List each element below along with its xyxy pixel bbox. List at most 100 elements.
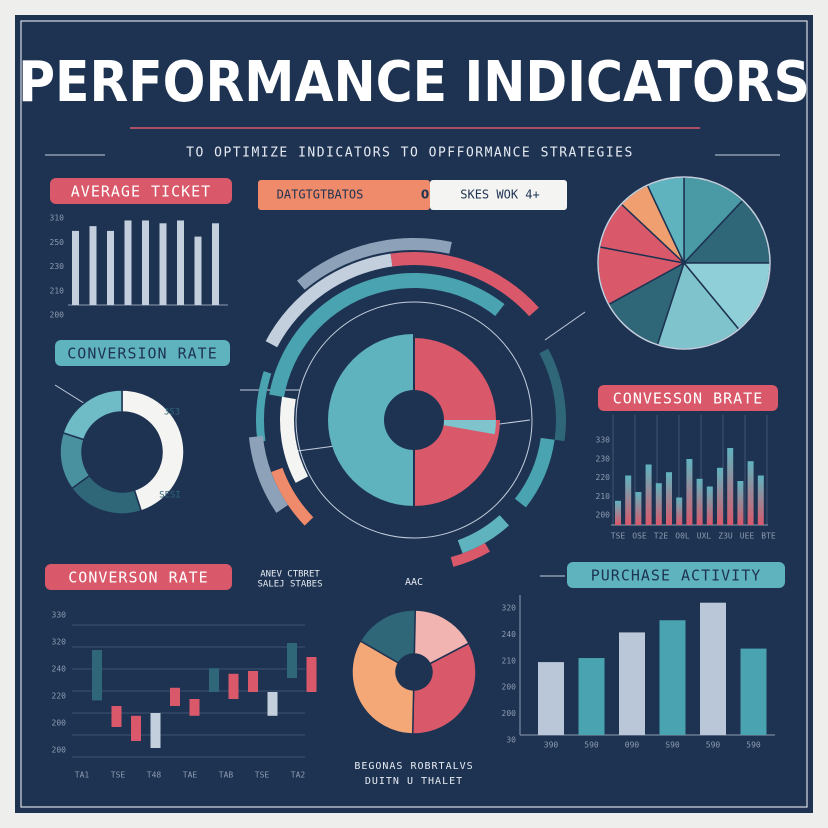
pie-ring [597,176,771,350]
bar [706,486,713,525]
bar [696,478,703,525]
x-tick-label: S90 [665,741,680,750]
bar [757,475,764,525]
bar [700,602,726,735]
label-pill [567,562,785,588]
top-bar-text: 0 [421,188,429,202]
range-bar [306,657,317,692]
bar [740,648,767,735]
bar [666,472,672,525]
range-bar [287,643,297,678]
y-tick-label: 310 [50,214,65,223]
x-tick-label: TA2 [291,771,306,780]
bar [635,492,642,525]
pie-slice [62,389,123,441]
x-tick-label: TSE [111,771,126,780]
label-pill [50,178,232,204]
label-text: AVERAGE TICKET [71,183,211,201]
range-bar [92,650,102,701]
range-bar [150,713,161,748]
bar [727,448,734,525]
x-tick-label: 090 [625,741,640,750]
bar [686,459,693,525]
range-bar [209,668,219,692]
y-tick-label: 220 [596,473,611,482]
caption: DUITN U THALET [365,776,463,787]
y-tick-label: 230 [596,454,611,463]
pie-slice [351,639,415,735]
gauge-arc [390,252,539,317]
y-tick-label: 230 [50,262,65,271]
x-tick-label: UXL [697,532,712,541]
pie-slice [121,389,185,512]
range-bar [248,671,258,692]
gauge-arc [514,437,555,508]
x-tick-label: TA1 [75,771,90,780]
note: SALEJ STABES [257,580,322,590]
x-tick-label: T2E [654,532,669,541]
x-tick-label: TSE [255,771,270,780]
bar [625,475,632,525]
y-tick-label: 30 [506,736,516,745]
caption: BEGONAS ROBRTALVS [354,761,473,772]
y-tick-label: 210 [502,656,517,665]
bar [645,464,652,525]
arrow [544,311,586,341]
y-tick-label: 200 [502,683,517,692]
bar [717,467,723,525]
x-tick-label: 590 [706,741,721,750]
label-text: PURCHASE ACTIVITY [591,567,762,585]
bar [615,500,621,525]
y-tick-label: 200 [52,719,67,728]
bar [159,223,167,305]
bar [89,226,97,305]
y-tick-label: 200 [52,746,67,755]
top-bar-text: SKES WOK 4+ [460,188,539,202]
label-pill [45,564,232,590]
x-tick-label: TSE [611,532,626,541]
gauge-arc [457,515,510,554]
x-tick-label: T48 [147,771,162,780]
range-bar [111,706,122,727]
y-tick-label: 200 [50,311,65,320]
x-tick-label: 590 [584,741,599,750]
title: PERFORMANCE INDICATORS [18,50,810,115]
range-bar [267,692,278,716]
gauge-arc [280,396,309,483]
range-bar [170,687,180,706]
gauge-core [433,420,496,435]
gauge-arc [539,348,566,442]
y-tick-label: 240 [52,665,67,674]
gauge-core [328,334,414,506]
label-pill [598,385,778,411]
range-bar [228,673,239,699]
donut-label: 3S3 [164,408,180,418]
gauge-ring [295,301,533,539]
donut-label: SESI [159,491,181,501]
bar [578,658,605,735]
note: ANEV CTBRET [260,570,320,580]
label-pill [55,340,230,366]
bar [737,481,744,525]
bar [124,220,132,305]
gauge-arc [269,273,505,398]
range-bar [189,699,200,716]
top-bar-left [258,180,430,210]
bar [676,497,683,525]
x-tick-label: TAE [183,771,198,780]
x-tick-label: 390 [544,741,559,750]
gauge-arc [248,435,288,513]
gauge-arc [450,542,490,567]
y-tick-label: 200 [596,511,611,520]
bar [659,620,686,735]
gauge-arc [256,371,272,442]
bar [107,230,114,305]
y-tick-label: 320 [502,604,517,613]
gauge-arc [265,253,393,348]
gauge-arc [271,467,314,526]
y-tick-label: 330 [52,611,67,620]
y-tick-label: 250 [50,238,65,247]
y-tick-label: 330 [596,436,611,445]
